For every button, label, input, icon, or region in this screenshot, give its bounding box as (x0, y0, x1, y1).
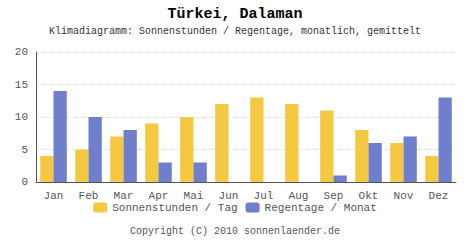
svg-text:15: 15 (15, 79, 28, 91)
svg-text:Mai: Mai (184, 190, 204, 202)
svg-text:Klimadiagramm: Sonnenstunden /: Klimadiagramm: Sonnenstunden / Regentage… (49, 26, 421, 37)
svg-text:5: 5 (21, 144, 28, 156)
svg-text:Mar: Mar (114, 190, 134, 202)
svg-text:Aug: Aug (289, 190, 309, 202)
svg-text:20: 20 (15, 46, 28, 58)
svg-text:Sonnenstunden / Tag: Sonnenstunden / Tag (112, 202, 237, 214)
svg-text:Jan: Jan (44, 190, 64, 202)
svg-text:Feb: Feb (79, 190, 99, 202)
svg-text:Regentage / Monat: Regentage / Monat (265, 202, 377, 214)
svg-text:Türkei, Dalaman: Türkei, Dalaman (167, 6, 302, 23)
svg-text:Apr: Apr (149, 190, 169, 202)
svg-text:0: 0 (21, 176, 28, 188)
svg-text:Copyright (C) 2010 sonnenlaend: Copyright (C) 2010 sonnenlaender.de (130, 226, 340, 237)
svg-text:Sep: Sep (324, 190, 344, 202)
svg-text:Jul: Jul (254, 190, 274, 202)
svg-text:10: 10 (15, 111, 28, 123)
svg-text:Nov: Nov (394, 190, 414, 202)
svg-text:Okt: Okt (359, 190, 379, 202)
svg-text:Jun: Jun (219, 190, 239, 202)
svg-text:Dez: Dez (429, 190, 449, 202)
